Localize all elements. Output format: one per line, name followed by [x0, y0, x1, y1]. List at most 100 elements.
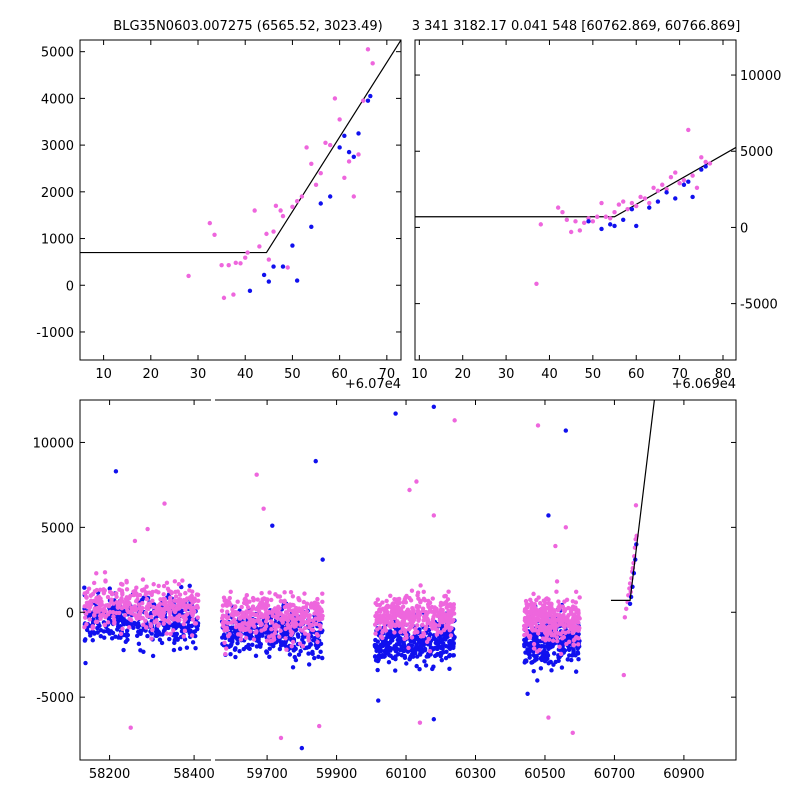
magenta-data-point	[249, 611, 255, 616]
blue-data-point	[433, 645, 438, 650]
magenta-data-point	[432, 611, 437, 617]
y-tick-label: -5000	[740, 298, 778, 313]
x-tick-label: 60500	[524, 767, 565, 782]
blue-data-point	[571, 649, 576, 654]
blue-data-point	[435, 651, 440, 657]
x-tick-label: 30	[190, 367, 207, 382]
magenta-data-point	[417, 610, 422, 615]
magenta-data-point	[228, 602, 233, 607]
magenta-data-point	[266, 257, 272, 262]
blue-data-point	[703, 164, 708, 169]
blue-data-point	[82, 585, 87, 590]
magenta-data-point	[289, 620, 295, 626]
panel-top-left-x-offset: +6.07e4	[345, 377, 401, 392]
magenta-data-point	[638, 194, 643, 200]
blue-data-point	[189, 623, 195, 629]
y-tick-label: 3000	[41, 139, 74, 154]
magenta-data-point	[552, 628, 558, 634]
magenta-data-point	[168, 609, 173, 614]
magenta-data-point	[395, 606, 401, 612]
magenta-data-point	[551, 618, 557, 624]
blue-data-point	[165, 625, 171, 631]
magenta-data-point	[414, 604, 419, 610]
magenta-data-point	[275, 614, 280, 619]
magenta-data-point	[122, 613, 128, 618]
blue-data-point	[664, 190, 669, 195]
magenta-data-point	[248, 617, 253, 622]
x-tick-label: 58400	[173, 767, 214, 782]
magenta-data-point	[407, 487, 412, 493]
magenta-data-point	[564, 217, 570, 223]
magenta-data-point	[621, 199, 626, 204]
magenta-data-point	[558, 622, 563, 627]
magenta-data-point	[307, 613, 312, 618]
x-tick-label: 60300	[455, 767, 496, 782]
magenta-data-point	[531, 641, 537, 647]
magenta-data-point	[173, 589, 178, 595]
magenta-data-point	[238, 637, 244, 642]
blue-data-point	[318, 649, 323, 655]
blue-data-point	[420, 649, 425, 654]
magenta-data-point	[144, 605, 149, 611]
magenta-data-point	[567, 639, 572, 645]
blue-data-point	[246, 642, 251, 648]
magenta-data-point	[603, 214, 609, 219]
magenta-data-point	[627, 581, 633, 586]
magenta-data-point	[421, 633, 426, 639]
magenta-data-point	[291, 603, 296, 608]
blue-data-point	[418, 643, 424, 648]
magenta-data-point	[151, 582, 156, 587]
magenta-data-point	[427, 648, 433, 654]
blue-data-point	[342, 133, 347, 138]
magenta-data-point	[381, 613, 387, 618]
blue-data-point	[136, 623, 142, 629]
magenta-data-point	[531, 591, 536, 597]
magenta-data-point	[223, 651, 228, 657]
blue-data-point	[612, 223, 617, 229]
x-tick-label: 50	[585, 367, 602, 382]
blue-data-point	[320, 557, 325, 562]
magenta-data-point	[82, 624, 87, 630]
magenta-data-point	[532, 646, 537, 651]
magenta-data-point	[148, 623, 154, 629]
magenta-data-point	[314, 601, 319, 606]
magenta-data-point	[185, 603, 190, 608]
magenta-data-point	[256, 616, 261, 622]
blue-data-point	[261, 272, 267, 278]
blue-data-point	[380, 643, 385, 649]
magenta-data-point	[313, 182, 319, 188]
blue-data-point	[235, 640, 240, 646]
blue-data-point	[534, 653, 539, 659]
magenta-data-point	[196, 598, 201, 604]
magenta-data-point	[288, 590, 294, 595]
magenta-data-point	[263, 607, 268, 612]
blue-data-point	[430, 666, 435, 672]
magenta-data-point	[426, 598, 431, 604]
magenta-data-point	[391, 611, 396, 617]
magenta-data-point	[594, 214, 600, 219]
magenta-data-point	[87, 608, 92, 614]
magenta-data-point	[120, 582, 125, 587]
magenta-data-point	[143, 592, 148, 597]
magenta-data-point	[164, 631, 169, 636]
blue-data-point	[541, 644, 546, 649]
magenta-data-point	[267, 590, 272, 595]
magenta-data-point	[438, 600, 444, 606]
magenta-data-point	[690, 173, 695, 178]
magenta-data-point	[576, 628, 581, 633]
magenta-data-point	[285, 265, 290, 270]
magenta-data-point	[219, 608, 225, 613]
blue-data-point	[287, 652, 293, 657]
magenta-data-point	[409, 635, 415, 640]
magenta-data-point	[524, 622, 529, 627]
magenta-data-point	[223, 602, 228, 607]
blue-data-point	[451, 643, 456, 649]
magenta-data-point	[448, 613, 454, 619]
magenta-data-point	[261, 603, 266, 608]
magenta-data-point	[552, 613, 557, 619]
blue-data-point	[98, 633, 103, 639]
x-tick-label: 58200	[89, 767, 130, 782]
magenta-data-point	[315, 633, 320, 638]
magenta-data-point	[244, 609, 249, 614]
